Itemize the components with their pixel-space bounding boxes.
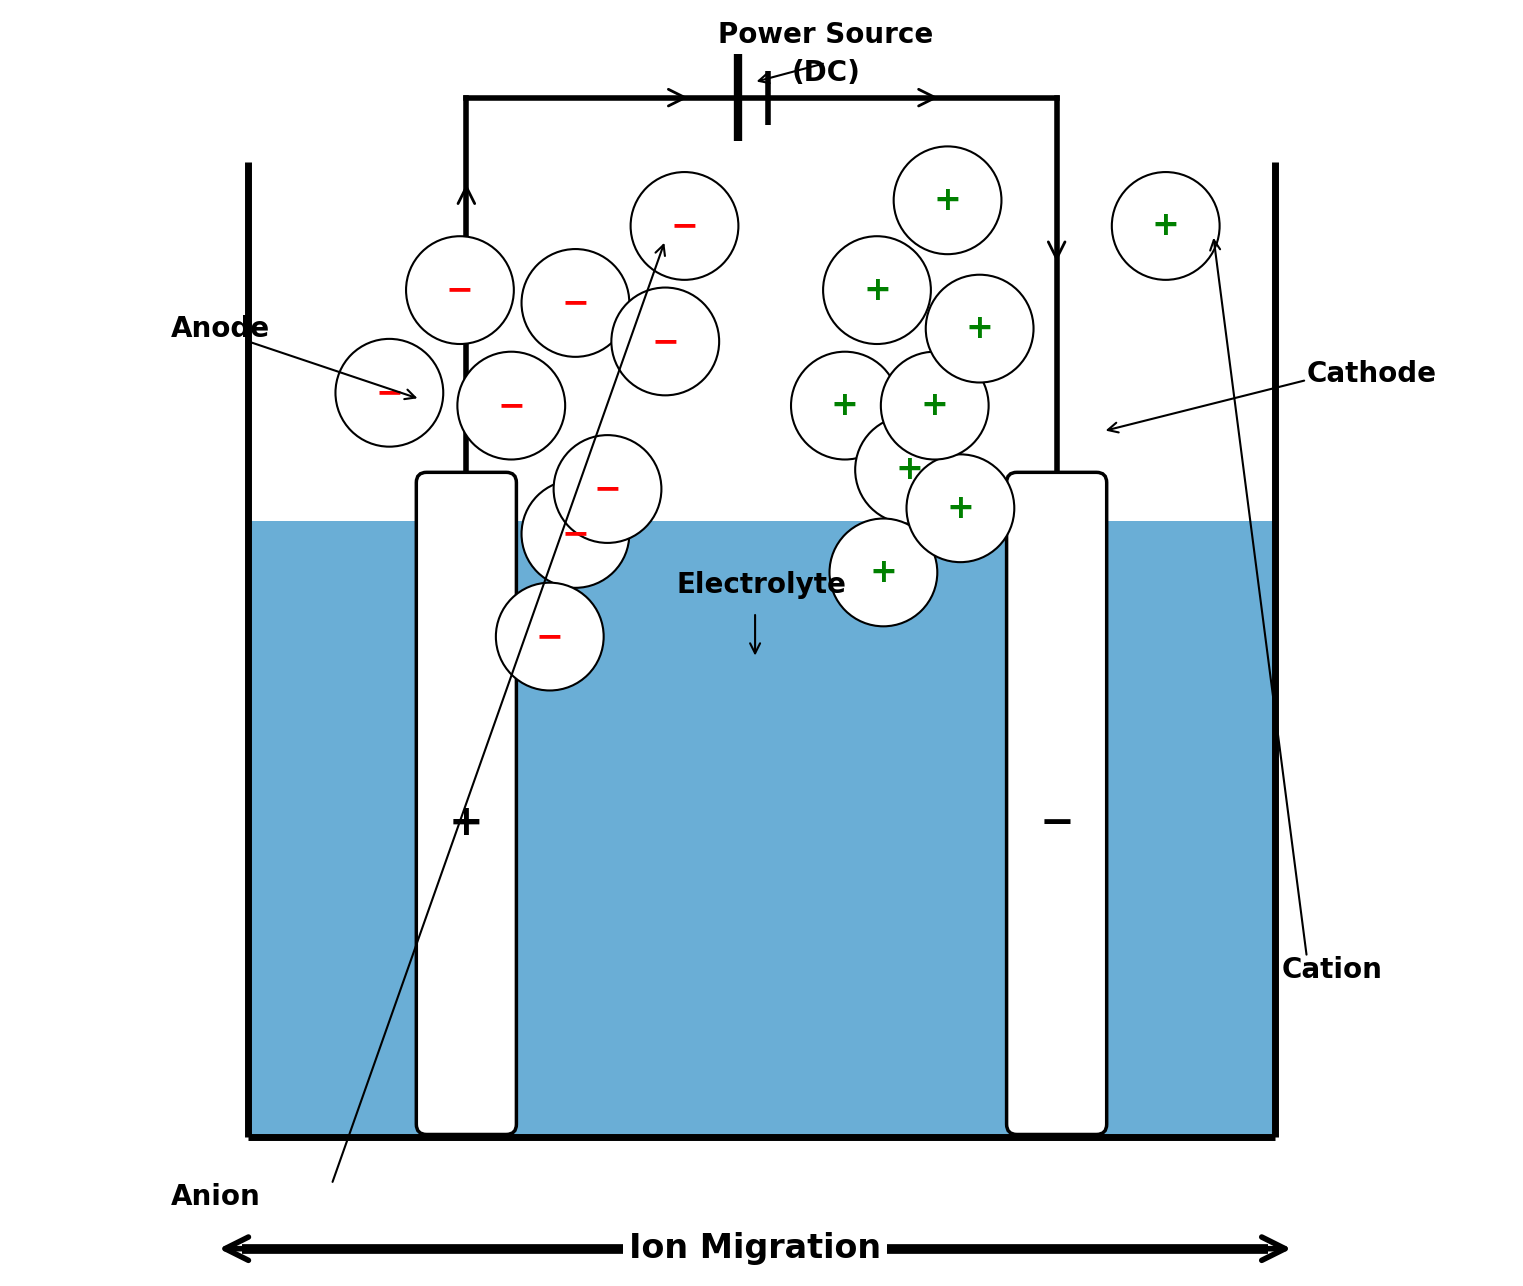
FancyBboxPatch shape [1007,472,1107,1134]
Text: Anion: Anion [171,1183,260,1211]
Text: +: + [921,390,949,422]
Circle shape [822,237,931,345]
Circle shape [926,275,1034,382]
Text: −: − [562,287,589,319]
Text: +: + [946,491,975,525]
Circle shape [856,415,963,523]
Circle shape [894,147,1002,255]
Text: −: − [536,620,564,653]
Text: +: + [864,274,891,306]
Text: +: + [966,312,993,345]
Circle shape [790,351,899,459]
Text: −: − [594,472,621,505]
Text: Electrolyte: Electrolyte [676,571,847,599]
Bar [248,521,1275,1137]
Circle shape [554,435,661,543]
Text: −: − [375,377,404,409]
Text: +: + [1151,210,1180,243]
Text: −: − [652,325,679,358]
Text: (DC): (DC) [792,59,860,87]
Text: −: − [562,517,589,550]
Text: Anode: Anode [171,315,271,342]
Circle shape [880,351,988,459]
Circle shape [521,480,629,588]
Circle shape [521,249,629,356]
Circle shape [335,340,443,446]
Text: −: − [498,390,525,422]
Circle shape [611,288,719,395]
Text: Cathode: Cathode [1307,360,1436,387]
Text: Power Source: Power Source [717,21,934,49]
Text: −: − [446,274,474,306]
Circle shape [906,454,1014,562]
Circle shape [407,237,513,345]
Text: +: + [870,556,897,589]
Text: Cation: Cation [1281,957,1381,984]
Circle shape [1112,172,1220,280]
Circle shape [830,518,937,626]
FancyBboxPatch shape [416,472,516,1134]
Text: −: − [670,210,699,243]
Circle shape [631,172,739,280]
Text: +: + [934,184,961,217]
Text: +: + [896,453,923,486]
Text: −: − [1039,801,1074,844]
Circle shape [457,351,565,459]
Text: Ion Migration: Ion Migration [629,1232,882,1265]
Circle shape [496,583,603,691]
Text: +: + [449,801,484,844]
Text: +: + [832,390,859,422]
